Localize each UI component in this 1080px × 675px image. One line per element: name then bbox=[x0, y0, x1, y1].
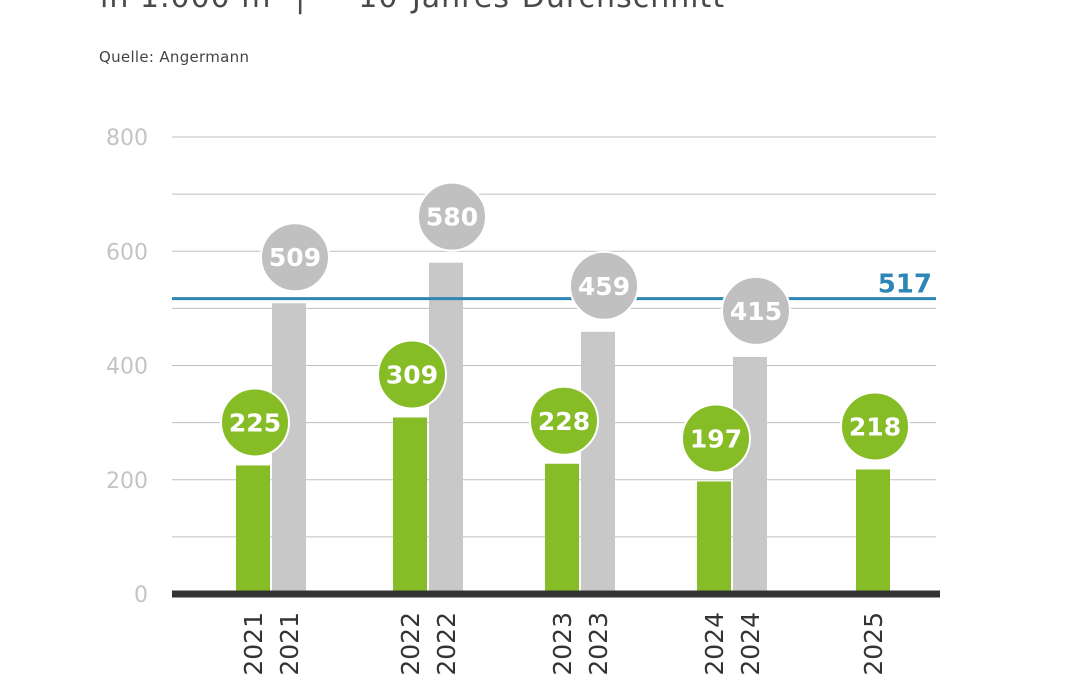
value-bubble-gray bbox=[721, 275, 791, 346]
y-tick-label: 0 bbox=[134, 583, 148, 608]
value-bubble-gray bbox=[417, 181, 487, 252]
value-label-gray: 509 bbox=[269, 243, 321, 272]
y-tick-label: 800 bbox=[106, 126, 148, 151]
value-label-gray: 580 bbox=[426, 203, 478, 232]
value-label-green: 218 bbox=[849, 412, 901, 441]
bar-green bbox=[697, 481, 731, 594]
y-tick-label: 600 bbox=[106, 240, 148, 265]
value-bubble-green bbox=[840, 391, 910, 462]
value-bubble-green bbox=[529, 385, 599, 456]
y-tick-label: 400 bbox=[106, 355, 148, 380]
x-tick-label-gray: 2021 bbox=[275, 612, 304, 675]
bar-gray bbox=[581, 331, 615, 594]
x-tick-label-gray: 2023 bbox=[584, 612, 613, 675]
y-tick-label: 200 bbox=[106, 469, 148, 494]
bar-gray bbox=[429, 262, 463, 594]
value-label-green: 309 bbox=[386, 360, 438, 389]
x-tick-label-gray: 2022 bbox=[432, 612, 461, 675]
value-label-green: 225 bbox=[229, 408, 281, 437]
value-bubble-green bbox=[681, 403, 751, 474]
value-label-green: 197 bbox=[690, 424, 742, 453]
chart-subtitle: in 1.000 m² | — 10-Jahres-Durchschnitt bbox=[100, 0, 725, 15]
value-bubble-gray bbox=[260, 222, 330, 293]
value-label-green: 228 bbox=[538, 407, 590, 436]
x-tick-label-green: 2025 bbox=[859, 612, 888, 675]
bar-green bbox=[545, 463, 579, 594]
x-tick-label-green: 2023 bbox=[548, 612, 577, 675]
x-tick-label-gray: 2024 bbox=[736, 612, 765, 675]
bar-green bbox=[236, 465, 270, 594]
value-bubble-green bbox=[220, 387, 290, 458]
value-label-gray: 459 bbox=[578, 272, 630, 301]
x-tick-label-green: 2022 bbox=[396, 612, 425, 675]
value-bubble-gray bbox=[569, 250, 639, 321]
x-tick-label-green: 2021 bbox=[239, 612, 268, 675]
value-label-gray: 415 bbox=[730, 297, 782, 326]
x-tick-label-green: 2024 bbox=[700, 612, 729, 675]
average-label: 517 bbox=[878, 270, 932, 300]
bar-green bbox=[856, 469, 890, 594]
value-bubble-green bbox=[377, 339, 447, 410]
source-note: Quelle: Angermann bbox=[99, 48, 250, 66]
bar-gray bbox=[733, 356, 767, 594]
bar-green bbox=[393, 417, 427, 594]
